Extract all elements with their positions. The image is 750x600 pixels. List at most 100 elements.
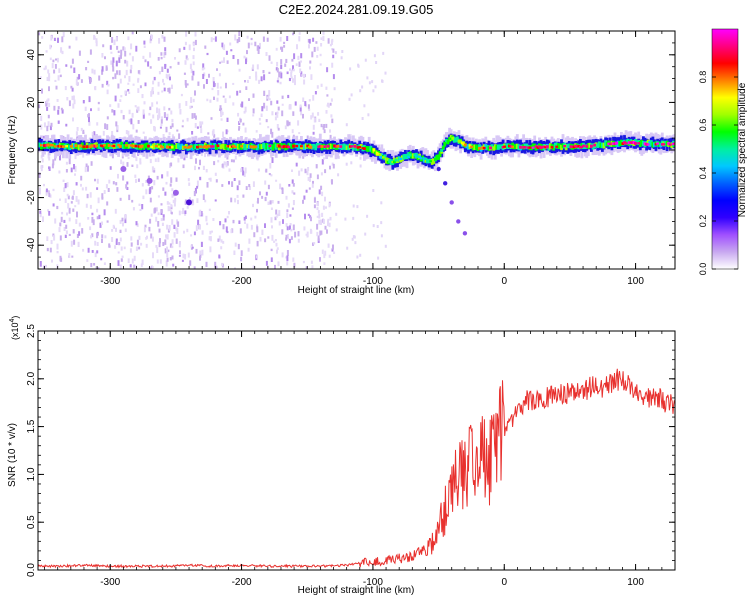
noise-dot xyxy=(175,177,178,182)
ridge-cell xyxy=(326,145,330,148)
ridge-cell xyxy=(522,145,525,149)
ridge-cell xyxy=(528,146,532,149)
ridge-cell xyxy=(662,143,666,146)
noise-dot xyxy=(293,262,296,268)
noise-dot xyxy=(111,237,114,242)
noise-dot xyxy=(70,201,73,204)
noise-dot xyxy=(279,81,282,85)
noise-dot xyxy=(252,108,255,114)
noise-dot xyxy=(169,162,171,168)
noise-dot xyxy=(319,268,322,269)
noise-dot xyxy=(93,69,96,75)
noise-dot xyxy=(52,188,55,192)
noise-dot xyxy=(190,68,193,74)
ridge-cell xyxy=(618,141,622,147)
noise-dot xyxy=(331,162,334,166)
noise-dot xyxy=(151,266,154,269)
noise-dot xyxy=(270,248,273,252)
ridge-cell xyxy=(118,145,122,148)
noise-dot xyxy=(42,216,44,222)
ridge-cell xyxy=(657,141,661,147)
noise-dot xyxy=(259,191,261,196)
ridge-cell xyxy=(341,144,344,150)
noise-dot xyxy=(303,195,306,200)
noise-dot xyxy=(95,266,98,269)
noise-dot xyxy=(202,63,205,70)
noise-dot xyxy=(57,106,60,110)
noise-dot xyxy=(157,157,160,163)
noise-dot xyxy=(106,201,109,206)
noise-dot xyxy=(231,181,234,187)
noise-dot xyxy=(271,234,274,241)
ridge-cell xyxy=(501,146,505,149)
ridge-cell xyxy=(224,144,228,149)
noise-dot xyxy=(330,98,333,102)
noise-dot xyxy=(353,235,356,239)
noise-dot xyxy=(63,227,66,231)
noise-dot xyxy=(265,191,268,196)
noise-dot xyxy=(278,71,281,78)
noise-dot xyxy=(119,237,122,242)
noise-dot xyxy=(107,84,110,87)
ridge-cell xyxy=(164,143,168,149)
noise-dot xyxy=(166,201,169,205)
noise-dot xyxy=(196,198,199,203)
ridge-cell xyxy=(158,145,161,148)
noise-dot xyxy=(96,122,99,126)
ridge-cell xyxy=(632,141,636,144)
noise-dot xyxy=(295,162,298,167)
tail-point xyxy=(462,231,468,236)
noise-dot xyxy=(128,76,131,82)
ridge-cell xyxy=(608,142,612,146)
noise-dot xyxy=(240,256,243,262)
noise-dot xyxy=(295,63,298,66)
noise-dot xyxy=(136,246,138,250)
ridge-cell xyxy=(394,159,398,162)
ridge-cell xyxy=(393,160,396,164)
noise-dot xyxy=(259,236,262,242)
noise-dot xyxy=(59,74,62,78)
ridge-cell xyxy=(191,145,195,151)
noise-dot xyxy=(224,218,227,223)
noise-dot xyxy=(330,40,333,45)
ridge-cell xyxy=(588,142,592,148)
noise-dot xyxy=(121,255,124,258)
ridge-cell xyxy=(553,142,557,149)
ridge-cell xyxy=(673,142,675,145)
noise-dot xyxy=(279,183,282,190)
noise-dot xyxy=(199,256,201,261)
noise-dot xyxy=(289,223,292,226)
ridge-cell xyxy=(467,144,470,150)
noise-dot xyxy=(143,101,146,105)
noise-dot xyxy=(218,256,221,259)
noise-dot xyxy=(168,202,171,205)
noise-dot xyxy=(178,48,181,53)
ridge-cell xyxy=(449,137,453,140)
noise-dot xyxy=(72,103,75,109)
ridge-cell xyxy=(339,145,343,148)
noise-dot xyxy=(58,170,61,174)
noise-dot xyxy=(87,165,89,172)
ridge-cell xyxy=(378,153,382,157)
noise-dot xyxy=(298,32,301,35)
noise-dot xyxy=(45,101,48,107)
ridge-cell xyxy=(511,145,514,149)
noise-dot xyxy=(206,182,209,188)
noise-dot xyxy=(199,224,201,230)
ridge-cell xyxy=(320,145,324,148)
noise-dot xyxy=(169,183,172,187)
noise-dot xyxy=(127,82,130,85)
y-tick-label: -40 xyxy=(26,238,37,253)
noise-dot xyxy=(359,164,362,168)
noise-dot xyxy=(290,76,293,79)
ridge-cell xyxy=(654,140,658,151)
noise-dot xyxy=(293,192,296,195)
noise-dot xyxy=(164,47,167,52)
ridge-cell xyxy=(249,145,253,149)
noise-dot xyxy=(329,129,331,133)
noise-dot xyxy=(375,61,378,64)
noise-dot xyxy=(194,90,196,96)
ridge-cell xyxy=(476,146,480,152)
noise-dot xyxy=(329,165,331,170)
noise-dot xyxy=(277,200,280,204)
